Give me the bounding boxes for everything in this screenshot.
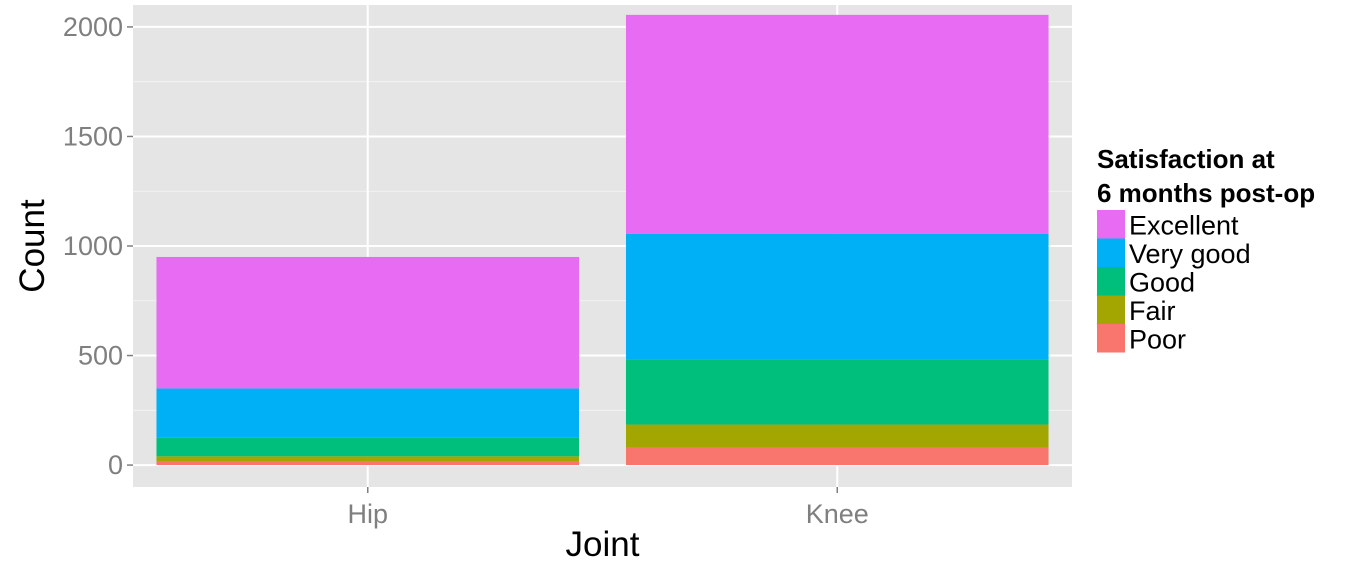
bar-segment-hip-poor: [156, 461, 580, 466]
y-axis-title: Count: [13, 199, 52, 293]
bars: [156, 14, 1049, 466]
bar-segment-hip-good: [156, 437, 580, 457]
legend-label-fair: Fair: [1129, 296, 1176, 326]
bar-segment-knee-excellent: [625, 14, 1049, 234]
legend-key-very-good: [1097, 238, 1125, 267]
y-tick-label: 500: [78, 341, 123, 371]
y-tick-label: 1000: [63, 231, 123, 261]
y-tick-label: 2000: [63, 12, 123, 42]
bar-segment-hip-fair: [156, 456, 580, 462]
legend-title-line-1: Satisfaction at: [1097, 144, 1275, 174]
legend-key-excellent: [1097, 210, 1125, 239]
bar-segment-knee-very-good: [625, 233, 1049, 360]
legend-key-fair: [1097, 295, 1125, 324]
y-tick-label: 0: [108, 450, 123, 480]
x-axis-title: Joint: [566, 525, 640, 561]
bar-segment-hip-very-good: [156, 388, 580, 438]
legend: Satisfaction at 6 months post-op Excelle…: [1097, 144, 1315, 354]
legend-label-excellent: Excellent: [1129, 210, 1239, 240]
bar-segment-knee-poor: [625, 447, 1049, 466]
legend-title-line-2: 6 months post-op: [1097, 178, 1315, 208]
x-tick-label: Hip: [347, 499, 388, 529]
legend-key-good: [1097, 267, 1125, 296]
y-axis-ticks: 0 500 1000 1500 2000: [63, 12, 133, 480]
legend-label-very-good: Very good: [1129, 239, 1251, 269]
bar-segment-knee-fair: [625, 424, 1049, 448]
legend-label-good: Good: [1129, 267, 1195, 297]
bar-segment-knee-good: [625, 359, 1049, 425]
y-tick-label: 1500: [63, 121, 123, 151]
x-axis-ticks: Hip Knee: [347, 487, 869, 529]
legend-key-poor: [1097, 324, 1125, 353]
legend-label-poor: Poor: [1129, 324, 1186, 354]
bar-segment-hip-excellent: [156, 256, 580, 389]
x-tick-label: Knee: [806, 499, 869, 529]
